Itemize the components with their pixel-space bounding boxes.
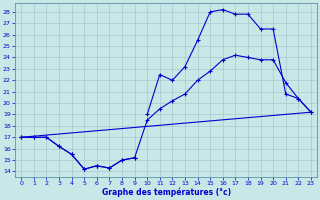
X-axis label: Graphe des températures (°c): Graphe des températures (°c)	[101, 188, 231, 197]
